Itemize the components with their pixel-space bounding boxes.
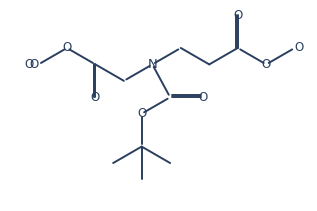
Text: O: O xyxy=(62,42,72,54)
Text: O: O xyxy=(24,58,34,71)
Text: O: O xyxy=(198,91,208,104)
Text: O: O xyxy=(91,91,100,104)
Text: O: O xyxy=(137,107,146,120)
Text: O: O xyxy=(29,58,38,71)
Text: O: O xyxy=(262,58,271,71)
Text: N: N xyxy=(147,58,157,71)
Text: O: O xyxy=(295,42,304,54)
Text: O: O xyxy=(233,9,243,22)
